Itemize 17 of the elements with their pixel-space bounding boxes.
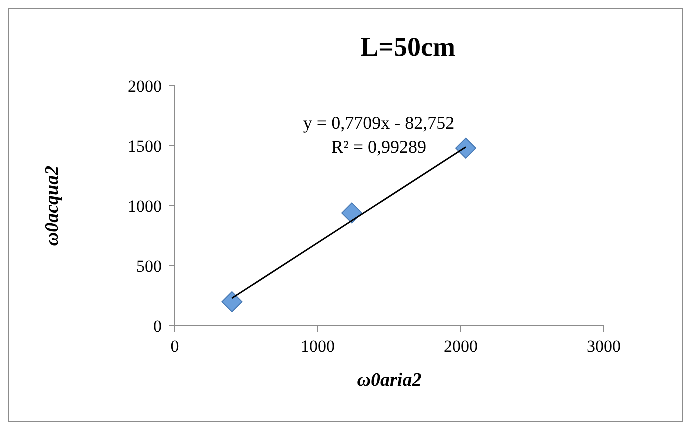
y-axis-title: ω0acqua2	[42, 165, 63, 246]
annotation: y = 0,7709x - 82,752	[303, 113, 455, 133]
point	[342, 202, 363, 224]
x-tick-label: 1000	[301, 337, 335, 356]
y-tick-label: 1500	[128, 137, 162, 156]
y-tick-label: 1000	[128, 197, 162, 216]
y-tick-label: 500	[136, 257, 162, 276]
chart-title: L=50cm	[360, 32, 456, 62]
x-tick-label: 3000	[587, 337, 621, 356]
point	[456, 138, 477, 159]
x-tick-label: 2000	[444, 337, 478, 356]
y-tick-label: 2000	[128, 77, 162, 96]
point	[222, 292, 243, 312]
annotation: R² = 0,99289	[331, 137, 427, 157]
x-tick-label: 0	[170, 337, 180, 356]
y-tick-label: 0	[154, 317, 162, 336]
x-axis-title: ω0aria2	[357, 370, 422, 391]
